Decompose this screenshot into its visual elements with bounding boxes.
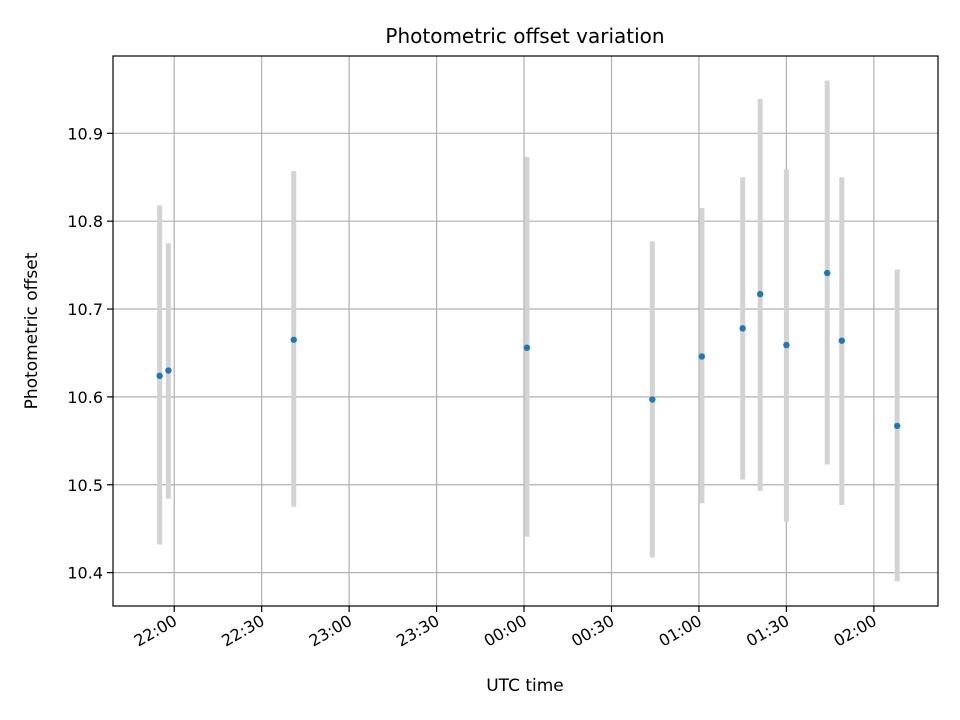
y-tick-label: 10.4 bbox=[67, 564, 103, 583]
data-point bbox=[824, 269, 831, 277]
data-point bbox=[523, 344, 531, 351]
data-point bbox=[893, 422, 901, 430]
y-tick-label: 10.7 bbox=[67, 300, 103, 319]
chart-title: Photometric offset variation bbox=[385, 24, 664, 48]
data-point bbox=[156, 372, 163, 380]
data-points bbox=[156, 269, 901, 430]
data-point bbox=[783, 341, 790, 349]
y-axis-title: Photometric offset bbox=[22, 252, 42, 409]
y-tick-label: 10.5 bbox=[67, 476, 103, 495]
y-tick-label: 10.9 bbox=[67, 124, 103, 143]
data-point bbox=[739, 325, 746, 332]
data-point bbox=[649, 396, 656, 403]
y-tick-label: 10.6 bbox=[67, 388, 103, 407]
data-point bbox=[165, 367, 172, 374]
x-axis-title: UTC time bbox=[486, 676, 564, 696]
y-tick-label: 10.8 bbox=[67, 212, 103, 231]
data-point bbox=[290, 336, 297, 343]
data-point bbox=[756, 290, 764, 298]
y-axis-ticks: 10.4 10.5 10.6 10.7 10.8 10.9 bbox=[67, 124, 113, 583]
data-point bbox=[698, 353, 706, 360]
plot-frame bbox=[112, 55, 939, 607]
data-point bbox=[838, 337, 845, 344]
